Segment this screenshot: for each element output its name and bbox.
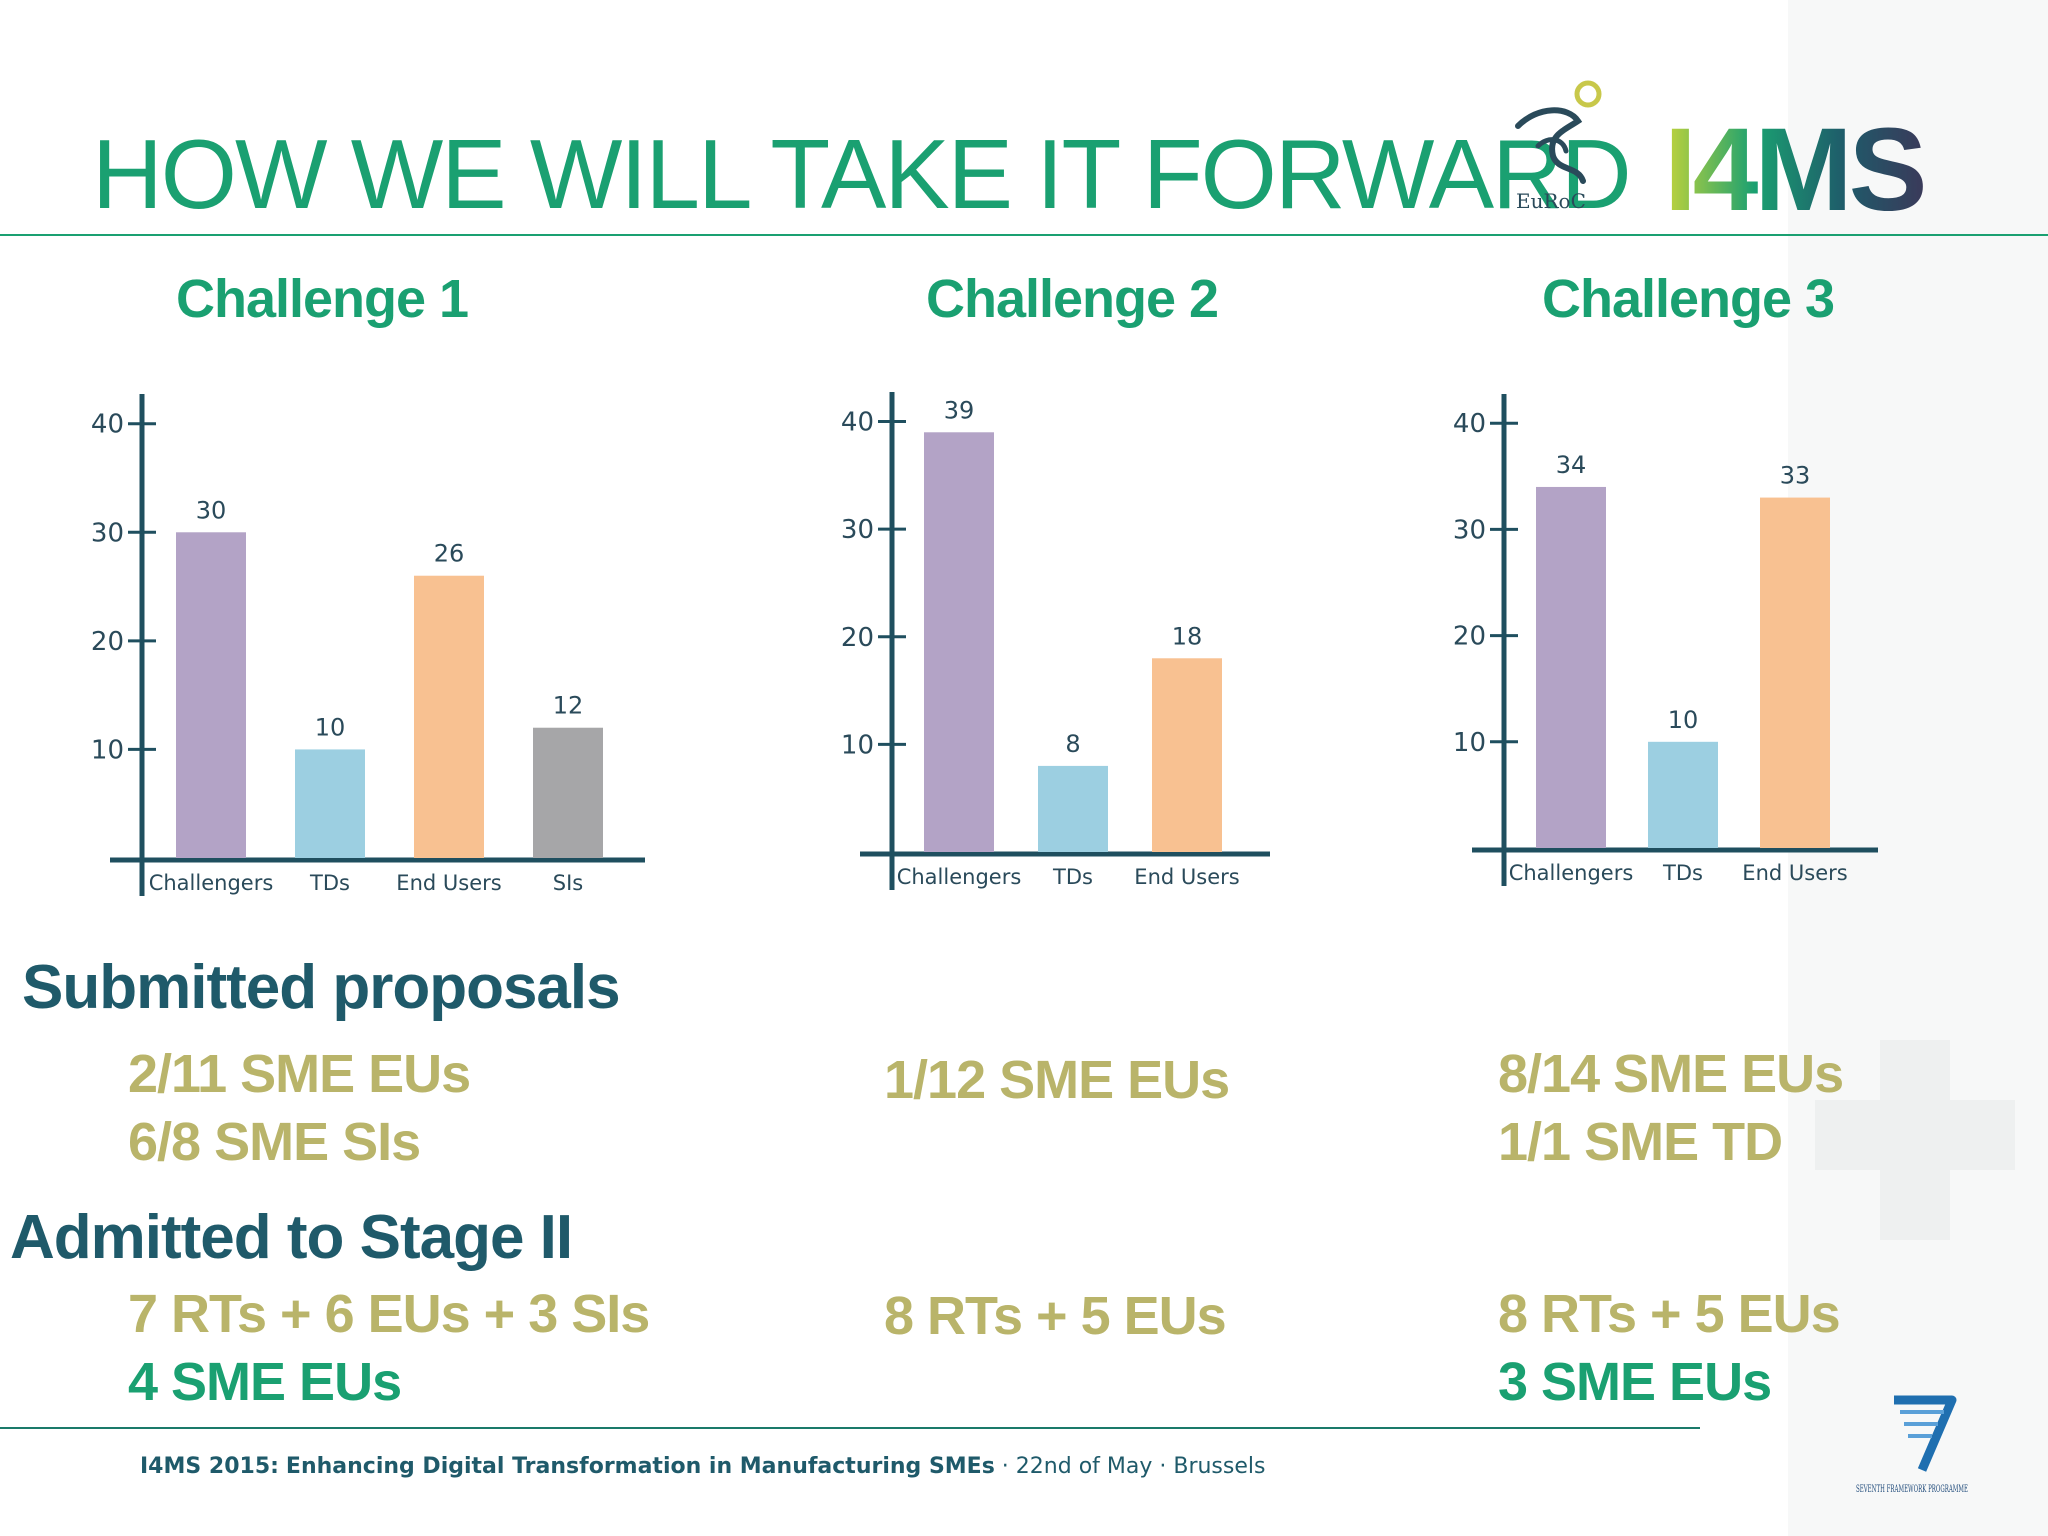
submitted-proposals-heading: Submitted proposals: [22, 953, 621, 1022]
y-tick-label: 20: [91, 627, 124, 657]
y-tick-label: 10: [841, 730, 874, 760]
x-category-label: Challengers: [1509, 861, 1634, 885]
challenge-2-title: Challenge 2: [926, 269, 1219, 329]
svg-text:SEVENTH FRAMEWORK PROGRAMME: SEVENTH FRAMEWORK PROGRAMME: [1856, 1484, 1968, 1495]
submitted-c1-line-1: 2/11 SME EUs: [128, 1044, 471, 1104]
admitted-c1-line-2: 4 SME EUs: [128, 1352, 402, 1412]
bar-end-users: [1152, 658, 1222, 852]
y-tick-label: 10: [1453, 728, 1486, 758]
euroc-logo: EuRoC: [1515, 80, 1602, 213]
submitted-c3-line-1: 8/14 SME EUs: [1498, 1044, 1844, 1104]
bar-challengers: [924, 432, 994, 852]
submitted-c3-line-2: 1/1 SME TD: [1498, 1112, 1783, 1172]
bar-tds: [1038, 765, 1108, 852]
background-panel: [1788, 0, 2048, 1536]
footer-event: I4MS 2015:: [140, 1454, 279, 1479]
y-tick-label: 20: [1453, 622, 1486, 652]
bar-end-users: [414, 575, 484, 858]
x-category-label: TDs: [1662, 861, 1703, 885]
y-tick-label: 40: [841, 408, 874, 438]
x-category-label: TDs: [309, 871, 350, 895]
bar-value-label: 10: [1668, 706, 1699, 734]
admitted-c2-line-1: 8 RTs + 5 EUs: [884, 1286, 1227, 1346]
footer-divider: [0, 1427, 1700, 1429]
x-category-label: End Users: [1134, 865, 1239, 889]
page-title: HOW WE WILL TAKE IT FORWARD: [92, 119, 1632, 229]
svg-text:EuRoC: EuRoC: [1516, 189, 1586, 213]
bar-value-label: 26: [434, 540, 465, 568]
y-tick-label: 30: [91, 518, 124, 548]
y-tick-label: 30: [1453, 515, 1486, 545]
y-tick-label: 10: [91, 735, 124, 765]
bar-value-label: 12: [553, 692, 584, 720]
submitted-c1-line-2: 6/8 SME SIs: [128, 1112, 421, 1172]
y-tick-label: 20: [841, 623, 874, 653]
bar-value-label: 33: [1780, 462, 1811, 490]
footer-text: I4MS 2015: Enhancing Digital Transformat…: [140, 1454, 1265, 1479]
x-category-label: End Users: [396, 871, 501, 895]
bar-value-label: 39: [944, 396, 975, 424]
bar-tds: [295, 749, 365, 858]
admitted-c3-line-2: 3 SME EUs: [1498, 1352, 1772, 1412]
challenge-1-chart: 10 20 30 40 30 Challengers 10 TDs 26 End Users 12 S…: [91, 394, 645, 896]
background-cross: [1815, 1100, 2015, 1170]
bar-tds: [1648, 741, 1718, 848]
footer-subtitle: Enhancing Digital Transformation in Manu…: [285, 1454, 995, 1479]
bar-value-label: 8: [1065, 730, 1080, 758]
bar-value-label: 18: [1172, 622, 1203, 650]
y-tick-label: 30: [841, 515, 874, 545]
bar-end-users: [1760, 497, 1830, 848]
title-divider: [0, 234, 2048, 236]
x-category-label: TDs: [1052, 865, 1093, 889]
bar-challengers: [1536, 486, 1606, 848]
fp7-logo: SEVENTH FRAMEWORK PROGRAMME: [1856, 1395, 1968, 1495]
challenge-3-chart: 10 20 30 40 34 Challengers 10 TDs 33 End Users: [1453, 394, 1878, 886]
x-category-label: SIs: [553, 871, 583, 895]
footer-date-location: · 22nd of May · Brussels: [994, 1454, 1266, 1479]
svg-text:I4MS: I4MS: [1664, 112, 1924, 222]
admitted-c3-line-1: 8 RTs + 5 EUs: [1498, 1284, 1841, 1344]
admitted-c1-line-1: 7 RTs + 6 EUs + 3 SIs: [128, 1284, 650, 1344]
challenge-3-title: Challenge 3: [1542, 269, 1835, 329]
admitted-stage-ii-heading: Admitted to Stage II: [10, 1203, 573, 1272]
y-tick-label: 40: [91, 410, 124, 440]
x-category-label: Challengers: [897, 865, 1022, 889]
x-category-label: Challengers: [149, 871, 274, 895]
bar-challengers: [176, 532, 246, 858]
bar-value-label: 34: [1556, 451, 1587, 479]
y-tick-label: 40: [1453, 409, 1486, 439]
bar-value-label: 30: [196, 496, 227, 524]
bar-value-label: 10: [315, 713, 346, 741]
challenge-1-title: Challenge 1: [176, 269, 469, 329]
i4ms-logo: I4MS: [1664, 112, 1928, 222]
bar-sis: [533, 727, 603, 858]
submitted-c2-line-1: 1/12 SME EUs: [884, 1050, 1230, 1110]
x-category-label: End Users: [1742, 861, 1847, 885]
challenge-2-chart: 10 20 30 40 39 Challengers 8 TDs 18 End Users: [841, 392, 1270, 890]
